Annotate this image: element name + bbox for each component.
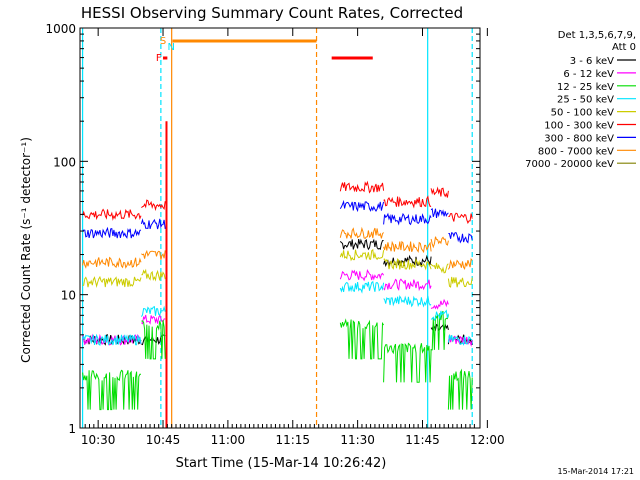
y-tick-label: 10 bbox=[61, 289, 76, 303]
legend-entry-label: 7000 - 20000 keV bbox=[525, 159, 614, 170]
series-segment bbox=[141, 320, 166, 360]
legend-entry-label: 3 - 6 keV bbox=[570, 56, 614, 67]
x-tick-label: 10:45 bbox=[146, 433, 181, 447]
legend-entry-label: 800 - 7000 keV bbox=[538, 146, 614, 157]
series-lines bbox=[82, 180, 473, 411]
x-tick-label: 11:30 bbox=[340, 433, 375, 447]
series-segment bbox=[447, 276, 473, 288]
series-segment bbox=[82, 226, 142, 239]
x-tick-label: 11:15 bbox=[275, 433, 310, 447]
series-segment bbox=[339, 180, 385, 194]
series-segment bbox=[383, 240, 432, 254]
y-tick-label: 1 bbox=[68, 422, 76, 436]
x-axis-label: Start Time (15-Mar-14 10:26:42) bbox=[176, 456, 387, 471]
series-segment bbox=[430, 262, 449, 274]
flag-label-N: N bbox=[168, 42, 175, 53]
series-segment bbox=[339, 199, 385, 213]
legend-entry-label: 25 - 50 keV bbox=[557, 95, 614, 106]
series-segment bbox=[82, 369, 141, 411]
series-segment bbox=[140, 218, 166, 230]
series-segment bbox=[383, 195, 432, 209]
plot-timestamp: 15-Mar-2014 17:21 bbox=[557, 467, 635, 476]
series-segment bbox=[383, 295, 432, 308]
series-segment bbox=[383, 342, 432, 383]
series-segment bbox=[383, 278, 432, 292]
y-tick-label: 100 bbox=[53, 155, 76, 169]
plot-area: SNF 10:30 10:45 11:00 11:15 11:30 11:45 12:00 … bbox=[45, 22, 504, 447]
legend-entry-label: 12 - 25 keV bbox=[557, 82, 614, 93]
series-segment bbox=[448, 212, 473, 224]
legend-entry-label: 6 - 12 keV bbox=[563, 69, 614, 80]
series-segment bbox=[141, 249, 166, 260]
series-5 bbox=[82, 180, 473, 224]
series-segment bbox=[448, 231, 473, 244]
y-axis-label: Corrected Count Rate (s⁻¹ detector⁻¹) bbox=[19, 137, 33, 363]
series-segment bbox=[339, 280, 385, 294]
series-segment bbox=[141, 313, 166, 325]
series-segment bbox=[141, 199, 166, 212]
legend-entry-label: 300 - 800 keV bbox=[544, 133, 614, 144]
series-segment bbox=[82, 256, 142, 269]
series-segment bbox=[430, 309, 449, 322]
y-tick-label: 1000 bbox=[45, 22, 76, 36]
series-segment bbox=[383, 212, 432, 226]
series-4 bbox=[82, 248, 473, 288]
flag-label-F: F bbox=[156, 53, 162, 64]
x-tick-label: 10:30 bbox=[81, 433, 116, 447]
series-segment bbox=[383, 257, 432, 271]
legend-header-line-2: Att 0 bbox=[612, 42, 636, 53]
series-2 bbox=[82, 310, 473, 411]
series-segment bbox=[339, 226, 384, 240]
legend-entry-label: 50 - 100 keV bbox=[551, 108, 615, 119]
series-segment bbox=[430, 186, 449, 198]
series-7 bbox=[82, 226, 473, 270]
flag-label-S: S bbox=[160, 36, 166, 47]
x-tick-label: 11:45 bbox=[405, 433, 440, 447]
series-segment bbox=[431, 310, 449, 351]
series-segment bbox=[140, 305, 166, 317]
legend: Det 1,3,5,6,7,9, Att 0 3 - 6 keV 6 - 12 k… bbox=[525, 30, 636, 170]
series-1 bbox=[82, 269, 473, 348]
series-3 bbox=[82, 280, 473, 346]
series-segment bbox=[82, 275, 142, 288]
series-6 bbox=[82, 199, 473, 244]
series-segment bbox=[447, 257, 473, 270]
chart-title: HESSI Observing Summary Count Rates, Cor… bbox=[81, 4, 463, 22]
series-segment bbox=[447, 334, 473, 346]
series-segment bbox=[141, 268, 166, 282]
series-segment bbox=[82, 333, 142, 346]
series-segment bbox=[430, 208, 449, 218]
legend-header-line-1: Det 1,3,5,6,7,9, bbox=[558, 30, 636, 41]
series-segment bbox=[430, 236, 449, 249]
series-segment bbox=[339, 318, 385, 360]
night-intervals bbox=[81, 28, 473, 428]
x-axis: 10:30 10:45 11:00 11:15 11:30 11:45 12:00 bbox=[81, 28, 505, 447]
series-segment bbox=[339, 238, 384, 251]
series-segment bbox=[430, 298, 449, 310]
series-0 bbox=[82, 238, 473, 346]
x-tick-label: 11:00 bbox=[211, 433, 246, 447]
x-tick-label: 12:00 bbox=[470, 433, 505, 447]
flag-bars: SNF bbox=[156, 36, 373, 64]
series-segment bbox=[339, 269, 385, 282]
series-segment bbox=[339, 248, 385, 262]
series-segment bbox=[82, 208, 142, 221]
legend-entry-label: 100 - 300 keV bbox=[544, 121, 614, 132]
series-segment bbox=[447, 368, 473, 410]
y-axis: 1 10 100 1000 bbox=[45, 22, 480, 436]
